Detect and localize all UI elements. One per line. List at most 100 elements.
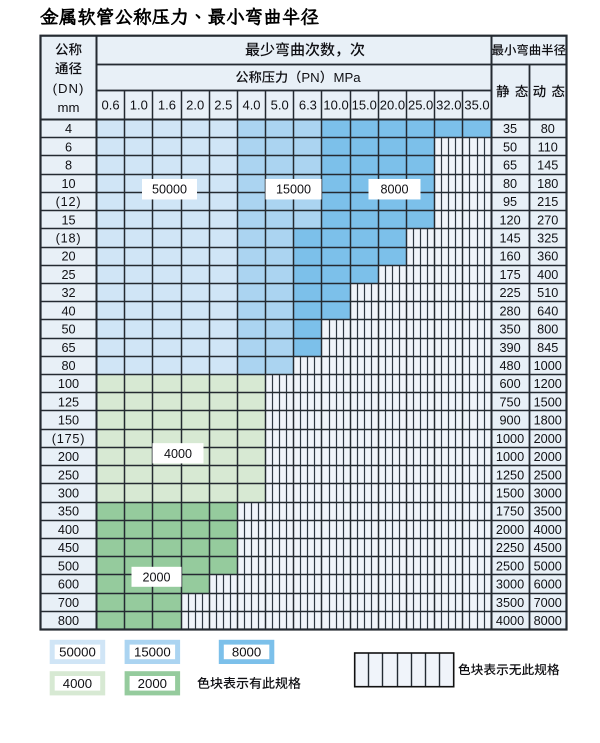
svg-text:845: 845: [537, 341, 558, 355]
svg-text:1500: 1500: [496, 486, 524, 500]
svg-text:32: 32: [61, 286, 75, 300]
svg-text:100: 100: [58, 377, 79, 391]
svg-text:1000: 1000: [496, 432, 524, 446]
svg-text:4000: 4000: [164, 447, 192, 461]
svg-text:145: 145: [537, 159, 558, 173]
svg-text:600: 600: [58, 578, 79, 592]
svg-text:2000: 2000: [142, 570, 170, 584]
svg-text:200: 200: [58, 450, 79, 464]
svg-text:110: 110: [538, 140, 558, 154]
svg-text:15000: 15000: [134, 645, 171, 660]
svg-text:8000: 8000: [534, 614, 562, 628]
svg-text:1500: 1500: [534, 395, 562, 409]
svg-text:640: 640: [537, 304, 558, 318]
svg-text:450: 450: [58, 541, 79, 555]
svg-text:4.0: 4.0: [242, 98, 260, 113]
svg-text:500: 500: [58, 559, 79, 573]
svg-text:65: 65: [503, 159, 517, 173]
svg-text:(18): (18): [56, 231, 82, 245]
svg-text:400: 400: [537, 268, 558, 282]
svg-text:1.6: 1.6: [158, 98, 176, 113]
svg-text:325: 325: [537, 231, 558, 245]
svg-text:80: 80: [541, 122, 555, 136]
svg-text:4000: 4000: [63, 676, 92, 691]
svg-text:PN: PN: [301, 70, 319, 85]
svg-text:120: 120: [499, 213, 520, 227]
svg-text:125: 125: [58, 395, 79, 409]
svg-text:900: 900: [499, 414, 520, 428]
svg-text:390: 390: [499, 341, 520, 355]
svg-text:2000: 2000: [496, 523, 524, 537]
svg-text:600: 600: [499, 377, 520, 391]
svg-text:7000: 7000: [534, 596, 562, 610]
svg-text:50: 50: [61, 323, 75, 337]
svg-text:270: 270: [537, 213, 558, 227]
svg-text:2.0: 2.0: [186, 98, 204, 113]
svg-text:1800: 1800: [534, 414, 562, 428]
svg-text:4000: 4000: [496, 614, 524, 628]
svg-text:0.6: 0.6: [102, 98, 120, 113]
svg-text:150: 150: [58, 414, 79, 428]
svg-text:4: 4: [65, 122, 72, 136]
svg-text:510: 510: [537, 286, 558, 300]
svg-text:1200: 1200: [534, 377, 562, 391]
svg-text:2.5: 2.5: [214, 98, 232, 113]
svg-text:65: 65: [61, 341, 75, 355]
svg-text:5.0: 5.0: [271, 98, 289, 113]
svg-text:175: 175: [499, 268, 520, 282]
svg-text:(12): (12): [56, 195, 82, 209]
svg-text:800: 800: [58, 614, 79, 628]
svg-text:4500: 4500: [534, 541, 562, 555]
svg-text:1000: 1000: [496, 450, 524, 464]
svg-text:8000: 8000: [380, 183, 408, 197]
svg-text:6000: 6000: [534, 578, 562, 592]
svg-text:1750: 1750: [496, 505, 524, 519]
svg-text:2000: 2000: [534, 432, 562, 446]
svg-text:1000: 1000: [534, 359, 562, 373]
svg-text:400: 400: [58, 523, 79, 537]
svg-text:20.0: 20.0: [380, 98, 405, 113]
svg-text:360: 360: [537, 250, 558, 264]
svg-text:800: 800: [537, 323, 558, 337]
svg-text:280: 280: [499, 304, 520, 318]
svg-text:25.0: 25.0: [408, 98, 433, 113]
svg-text:700: 700: [58, 596, 79, 610]
svg-text:350: 350: [499, 323, 520, 337]
svg-text:750: 750: [499, 395, 520, 409]
svg-text:50: 50: [503, 140, 517, 154]
svg-text:15: 15: [61, 213, 75, 227]
svg-text:300: 300: [58, 486, 79, 500]
svg-text:2000: 2000: [534, 450, 562, 464]
svg-text:80: 80: [61, 359, 75, 373]
svg-text:180: 180: [537, 177, 558, 191]
svg-text:32.0: 32.0: [436, 98, 461, 113]
svg-text:25: 25: [61, 268, 75, 282]
svg-text:50000: 50000: [152, 183, 187, 197]
svg-text:480: 480: [499, 359, 520, 373]
svg-text:2500: 2500: [496, 559, 524, 573]
svg-text:3000: 3000: [496, 578, 524, 592]
svg-text:(175): (175): [52, 432, 86, 446]
svg-text:mm: mm: [58, 100, 80, 115]
svg-text:35.0: 35.0: [464, 98, 489, 113]
svg-text:3000: 3000: [534, 486, 562, 500]
svg-text:10: 10: [61, 177, 75, 191]
svg-text:2000: 2000: [138, 676, 167, 691]
svg-text:35: 35: [503, 122, 517, 136]
svg-text:145: 145: [499, 231, 520, 245]
svg-text:350: 350: [58, 505, 79, 519]
svg-text:1.0: 1.0: [130, 98, 148, 113]
svg-text:40: 40: [61, 304, 75, 318]
svg-text:3500: 3500: [534, 505, 562, 519]
svg-text:8000: 8000: [232, 645, 261, 660]
svg-text:225: 225: [499, 286, 520, 300]
svg-text:4000: 4000: [534, 523, 562, 537]
svg-text:160: 160: [499, 250, 520, 264]
svg-text:2250: 2250: [496, 541, 524, 555]
svg-text:5000: 5000: [534, 559, 562, 573]
svg-text:250: 250: [58, 468, 79, 482]
svg-text:6: 6: [65, 140, 72, 154]
svg-text:1250: 1250: [496, 468, 524, 482]
svg-text:8: 8: [65, 159, 72, 173]
svg-text:6.3: 6.3: [299, 98, 317, 113]
